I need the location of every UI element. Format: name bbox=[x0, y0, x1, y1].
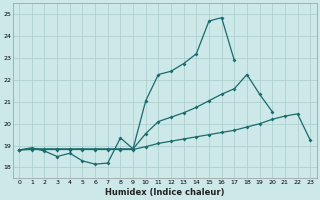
X-axis label: Humidex (Indice chaleur): Humidex (Indice chaleur) bbox=[105, 188, 224, 197]
